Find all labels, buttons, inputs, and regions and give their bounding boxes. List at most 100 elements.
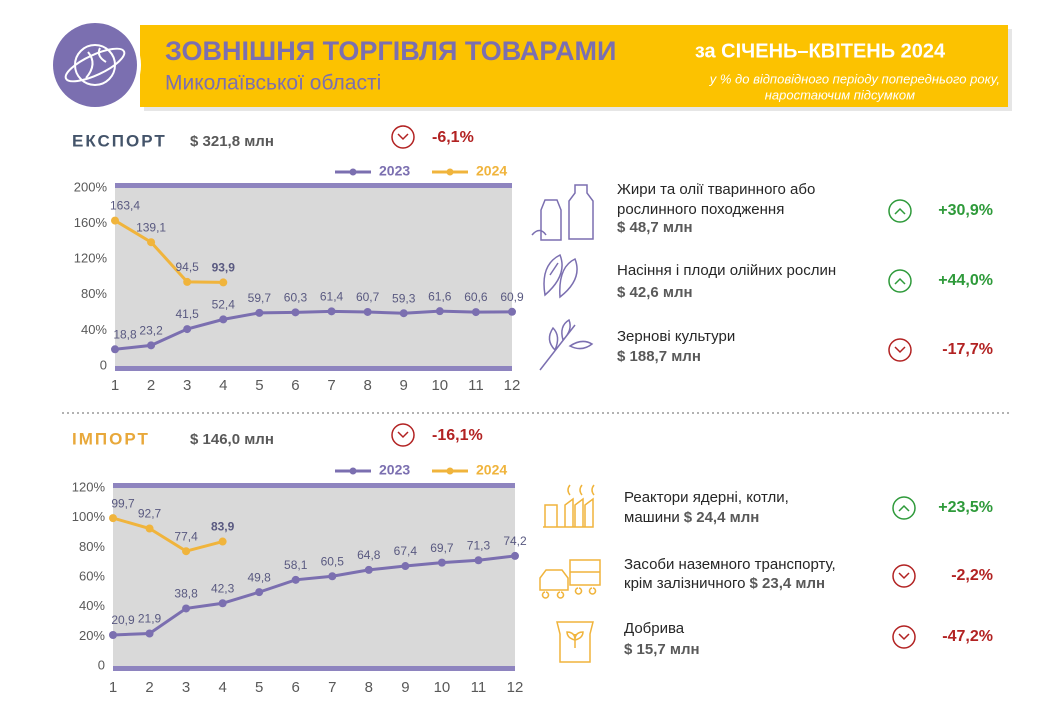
item-amount: $ 23,4 млн <box>750 575 826 592</box>
data-label: 139,1 <box>136 220 166 234</box>
section-label: ІМПОРТ <box>72 429 150 448</box>
x-tick-label: 7 <box>328 679 336 696</box>
data-point <box>511 551 519 560</box>
item-name: Зернові культури <box>617 328 735 345</box>
change-icon <box>888 199 912 223</box>
section-label: ЕКСПОРТ <box>72 131 167 150</box>
data-point <box>147 238 156 247</box>
data-point <box>363 307 372 316</box>
section-change: -6,1% <box>432 129 474 146</box>
item-change: +44,0% <box>938 272 993 289</box>
change-icon <box>397 133 409 141</box>
item-amount: $ 188,7 млн <box>617 348 701 365</box>
data-label: 58,1 <box>284 558 308 572</box>
item-amount: $ 15,7 млн <box>624 641 700 658</box>
data-label: 52,4 <box>212 298 236 312</box>
data-point <box>435 307 444 316</box>
change-icon <box>391 423 415 447</box>
change-icon <box>894 207 906 215</box>
plot-band <box>113 483 515 488</box>
data-label: 23,2 <box>139 324 163 338</box>
title: ЗОВНІШНЯ ТОРГІВЛЯ ТОВАРАМИ <box>165 36 616 66</box>
item-amount: $ 24,4 млн <box>684 509 760 526</box>
data-label: 99,7 <box>111 496 135 510</box>
data-label: 77,4 <box>174 529 198 543</box>
change-icon <box>892 564 916 588</box>
x-tick-label: 1 <box>109 679 117 696</box>
change-icon <box>894 346 906 354</box>
plot-band <box>115 183 512 188</box>
change-icon <box>892 496 916 520</box>
y-tick-label: 200% <box>74 179 108 194</box>
legend-marker <box>349 168 357 176</box>
data-point <box>437 558 446 567</box>
x-tick-label: 10 <box>434 679 451 696</box>
change-icon <box>898 572 910 580</box>
data-point <box>182 547 191 556</box>
logo-globe <box>64 44 126 86</box>
data-label: 94,5 <box>176 260 200 274</box>
legend-label: 2023 <box>379 163 410 179</box>
data-label: 60,3 <box>284 291 308 305</box>
series-line <box>114 219 224 284</box>
item-name: Насіння і плоди олійних рослин <box>617 262 836 279</box>
data-label: 38,8 <box>174 587 198 601</box>
x-tick-label: 8 <box>363 377 371 394</box>
item-name: Жири та олії тваринного або <box>617 181 815 198</box>
x-tick-label: 5 <box>255 679 263 696</box>
data-label: 60,5 <box>321 554 345 568</box>
item-change: -17,7% <box>942 341 993 358</box>
data-point <box>109 514 117 523</box>
x-tick-label: 2 <box>145 679 153 696</box>
period: за СІЧЕНЬ–КВІТЕНЬ 2024 <box>695 40 946 62</box>
data-point <box>109 630 117 639</box>
y-tick-label: 120% <box>72 479 106 494</box>
data-point <box>147 341 156 350</box>
x-tick-label: 12 <box>504 377 521 394</box>
x-tick-label: 6 <box>291 377 299 394</box>
data-point <box>255 308 264 317</box>
y-tick-label: 40% <box>79 598 105 613</box>
change-icon <box>892 625 916 649</box>
data-label: 21,9 <box>138 612 162 626</box>
y-tick-label: 100% <box>72 509 106 524</box>
data-label: 83,9 <box>211 520 235 534</box>
data-label: 60,9 <box>500 290 524 304</box>
change-icon <box>898 633 910 641</box>
data-point <box>219 278 228 287</box>
data-point <box>474 556 483 565</box>
series-line <box>112 516 224 553</box>
data-label: 42,3 <box>211 581 235 595</box>
data-label: 20,9 <box>111 613 135 627</box>
logo <box>53 23 137 107</box>
data-label: 67,4 <box>394 544 418 558</box>
legend-marker <box>349 467 357 475</box>
data-label: 60,7 <box>356 290 380 304</box>
y-tick-label: 60% <box>79 568 105 583</box>
y-tick-label: 160% <box>74 215 108 230</box>
plot-band <box>113 666 515 671</box>
legend-label: 2024 <box>476 462 507 478</box>
data-point <box>255 588 264 597</box>
data-point <box>508 307 516 316</box>
x-tick-label: 3 <box>183 377 191 394</box>
plot-area <box>115 188 512 366</box>
data-label: 71,3 <box>467 538 491 552</box>
y-tick-label: 0 <box>98 657 105 672</box>
change-icon <box>888 269 912 293</box>
data-point <box>401 562 410 571</box>
subtitle: Миколаївської області <box>165 72 381 95</box>
item-change: -47,2% <box>942 628 993 645</box>
x-tick-label: 11 <box>468 377 484 394</box>
data-label: 59,3 <box>392 291 416 305</box>
change-icon <box>888 338 912 362</box>
data-label: 49,8 <box>248 570 272 584</box>
data-label: 69,7 <box>430 541 454 555</box>
note: у % до відповідного періоду попереднього… <box>709 71 1000 86</box>
x-tick-label: 1 <box>111 377 119 394</box>
y-tick-label: 120% <box>74 251 108 266</box>
y-tick-label: 80% <box>81 286 107 301</box>
data-point <box>183 325 192 334</box>
section-change: -16,1% <box>432 427 483 444</box>
